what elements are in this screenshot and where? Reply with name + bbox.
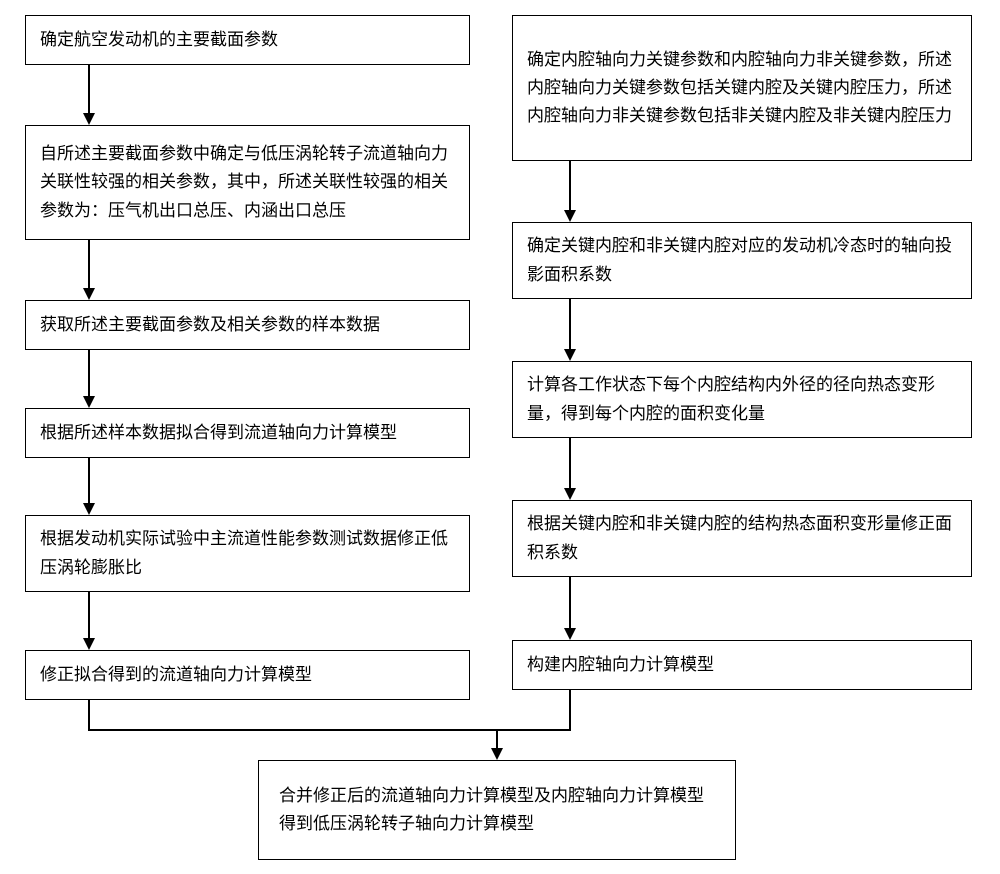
arrow-merge-horizontal xyxy=(88,729,571,731)
flowchart-box-l6: 修正拟合得到的流道轴向力计算模型 xyxy=(25,650,470,700)
flowchart-box-l3: 获取所述主要截面参数及相关参数的样本数据 xyxy=(25,300,470,350)
arrow-r2-r3 xyxy=(569,299,571,349)
arrow-merge-right-down xyxy=(569,690,571,730)
arrow-head-icon xyxy=(564,628,576,640)
arrow-merge-left-down xyxy=(88,700,90,730)
flowchart-box-bottom: 合并修正后的流道轴向力计算模型及内腔轴向力计算模型得到低压涡轮转子轴向力计算模型 xyxy=(258,760,736,860)
flowchart-box-r4: 根据关键内腔和非关键内腔的结构热态面积变形量修正面积系数 xyxy=(512,500,972,577)
arrow-head-icon xyxy=(83,113,95,125)
arrow-head-icon xyxy=(564,488,576,500)
arrow-l3-l4 xyxy=(88,350,90,396)
arrow-l4-l5 xyxy=(88,458,90,503)
flowchart-box-r3: 计算各工作状态下每个内腔结构内外径的径向热态变形量，得到每个内腔的面积变化量 xyxy=(512,361,972,438)
box-text: 根据关键内腔和非关键内腔的结构热态面积变形量修正面积系数 xyxy=(527,510,957,566)
arrow-merge-down xyxy=(496,729,498,748)
arrow-r1-r2 xyxy=(569,161,571,210)
arrow-l5-l6 xyxy=(88,592,90,638)
box-text: 确定航空发动机的主要截面参数 xyxy=(40,26,278,54)
arrow-l2-l3 xyxy=(88,240,90,288)
flowchart-box-l4: 根据所述样本数据拟合得到流道轴向力计算模型 xyxy=(25,408,470,458)
box-text: 根据所述样本数据拟合得到流道轴向力计算模型 xyxy=(40,419,397,447)
arrow-head-icon xyxy=(564,349,576,361)
arrow-head-icon xyxy=(83,503,95,515)
flowchart-box-l1: 确定航空发动机的主要截面参数 xyxy=(25,15,470,65)
box-text: 合并修正后的流道轴向力计算模型及内腔轴向力计算模型得到低压涡轮转子轴向力计算模型 xyxy=(279,782,715,838)
box-text: 自所述主要截面参数中确定与低压涡轮转子流道轴向力关联性较强的相关参数，其中，所述… xyxy=(40,140,455,224)
box-text: 修正拟合得到的流道轴向力计算模型 xyxy=(40,661,312,689)
arrow-head-icon xyxy=(83,396,95,408)
flowchart-box-r2: 确定关键内腔和非关键内腔对应的发动机冷态时的轴向投影面积系数 xyxy=(512,222,972,299)
flowchart-box-r1: 确定内腔轴向力关键参数和内腔轴向力非关键参数，所述内腔轴向力关键参数包括关键内腔… xyxy=(512,15,972,161)
flowchart-box-r5: 构建内腔轴向力计算模型 xyxy=(512,640,972,690)
arrow-r4-r5 xyxy=(569,577,571,628)
box-text: 确定关键内腔和非关键内腔对应的发动机冷态时的轴向投影面积系数 xyxy=(527,232,957,288)
box-text: 计算各工作状态下每个内腔结构内外径的径向热态变形量，得到每个内腔的面积变化量 xyxy=(527,371,957,427)
arrow-head-icon xyxy=(83,288,95,300)
flowchart-box-l2: 自所述主要截面参数中确定与低压涡轮转子流道轴向力关联性较强的相关参数，其中，所述… xyxy=(25,125,470,240)
box-text: 获取所述主要截面参数及相关参数的样本数据 xyxy=(40,311,380,339)
arrow-head-icon xyxy=(491,748,503,760)
box-text: 根据发动机实际试验中主流道性能参数测试数据修正低压涡轮膨胀比 xyxy=(40,525,455,581)
box-text: 确定内腔轴向力关键参数和内腔轴向力非关键参数，所述内腔轴向力关键参数包括关键内腔… xyxy=(527,46,957,130)
box-text: 构建内腔轴向力计算模型 xyxy=(527,651,714,679)
arrow-l1-l2 xyxy=(88,65,90,113)
arrow-head-icon xyxy=(83,638,95,650)
arrow-r3-r4 xyxy=(569,438,571,488)
flowchart-box-l5: 根据发动机实际试验中主流道性能参数测试数据修正低压涡轮膨胀比 xyxy=(25,515,470,592)
arrow-head-icon xyxy=(564,210,576,222)
